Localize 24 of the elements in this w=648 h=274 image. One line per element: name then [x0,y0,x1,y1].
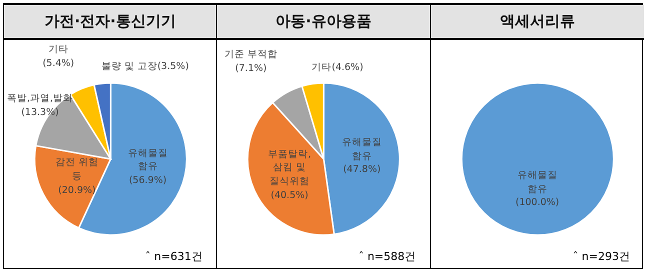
data-label: (7.1%) [235,62,267,74]
slice-label: 기타 [48,44,68,56]
slice-label: 부품탈락, 삼킴 및 질식위험 [268,148,312,188]
slice-label: 유해물질 함유 [128,148,168,172]
data-label: (56.9%) [128,175,167,186]
chart-title: 액세서리류 [430,5,644,40]
text: ˆ n=588건 [358,249,416,264]
data-label: (47.8%) [343,164,381,176]
slice-label: 감전 위험 등 [55,157,98,182]
data-label: (13.3%) [21,106,59,118]
data-label: (40.5%) [270,190,308,201]
slice-label: 불량 및 고장(3.5%) [101,60,189,74]
chart-title: 아동·유아용품 [217,5,430,40]
chart-title: 가전·전자·통신기기 [4,5,216,40]
slice-label: 폭발,과열,발화 [7,92,74,104]
slice-label: 유해물질 함유 [517,170,558,195]
slice-label: 유해물질 함유 [342,136,382,162]
slice-label: 기준 부적합 [224,49,278,60]
data-label: (20.9%) [58,184,96,196]
data-label: (5.4%) [42,58,74,69]
text: ˆ n=631건 [145,249,202,264]
text: ˆ n=293건 [572,249,630,264]
slice-label: 기타(4.6%) [312,60,364,75]
data-label: (100.0%) [515,197,560,208]
